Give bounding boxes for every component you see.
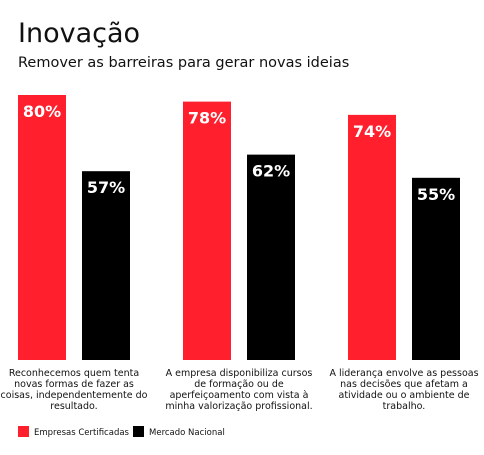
bar [183,101,231,360]
category-label: Reconhecemos quem tenta novas formas de … [0,368,148,412]
chart-subtitle: Remover as barreiras para gerar novas id… [18,55,349,71]
bar [247,154,295,360]
legend-label: Mercado Nacional [149,428,225,438]
chart-title: Inovação [18,18,140,49]
bar [412,177,460,360]
value-label: 74% [353,122,391,141]
value-label: 55% [417,185,455,204]
value-label: 80% [23,102,61,121]
legend-label: Empresas Certificadas [34,428,130,438]
bar [348,114,396,360]
bar [18,95,66,360]
category-label: A liderança envolve as pessoas nas decis… [329,368,479,412]
value-label: 57% [87,178,125,197]
legend-swatch [18,426,29,437]
legend-swatch [133,426,144,437]
bar [82,171,130,360]
value-label: 78% [188,109,226,128]
value-label: 62% [252,162,290,181]
category-label: A empresa disponibiliza cursos de formaç… [165,368,313,412]
